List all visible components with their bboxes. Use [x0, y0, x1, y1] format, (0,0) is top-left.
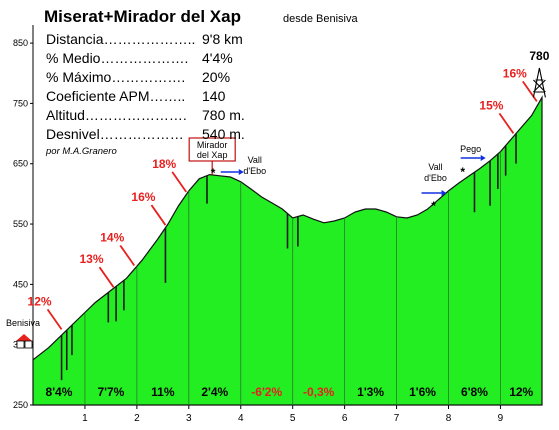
x-tick-label: 6: [342, 413, 348, 424]
segment-gradient-label: 8'4%: [46, 385, 73, 399]
segment-gradient-label: 11%: [151, 385, 175, 399]
segment-gradient-label: 6'8%: [461, 385, 488, 399]
stat-label-altitud: Altitud………………….: [46, 107, 187, 123]
start-place-label: Benisiva: [6, 318, 40, 328]
stats-block: Distancia……………….. 9'8 km % Medio………………. …: [45, 31, 245, 157]
segment-gradient-label: 7'7%: [97, 385, 124, 399]
vall-label-line1: Vall: [248, 155, 262, 165]
arrow-head-icon: [441, 190, 447, 196]
x-tick-label: 1: [82, 413, 88, 424]
max-gradient-label: 12%: [28, 294, 52, 308]
max-gradient-arrow: [150, 204, 167, 226]
stat-label-distancia: Distancia………………..: [46, 31, 195, 47]
segment-gradient-label: 2'4%: [201, 385, 228, 399]
village-roof-icon: [16, 334, 32, 341]
stat-value-altitud: 780 m.: [202, 107, 245, 123]
max-gradient-arrow: [46, 308, 63, 330]
max-gradient-arrow: [171, 171, 187, 193]
arrow-head-icon: [480, 155, 486, 161]
vall-label-line2: d'Ebo: [243, 166, 266, 176]
profile-area-layer: [32, 95, 543, 406]
stat-value-distancia: 9'8 km: [202, 31, 243, 47]
pego-label: Pego: [460, 144, 481, 154]
annotation-layer: 12% 13% 14% 16% 18% 15% 16% Benisiva Miradordel …: [6, 49, 550, 349]
mirador-label-line1: Mirador: [197, 140, 228, 150]
stat-value-desnivel: 540 m.: [202, 126, 245, 142]
summit-tower-icon: [532, 67, 546, 98]
peak-altitude-label: 780: [529, 49, 549, 63]
stat-value-coeficiente: 140: [202, 88, 226, 104]
segment-gradient-label: 1'6%: [409, 385, 436, 399]
y-tick-label: 550: [13, 219, 28, 229]
vall-label-line1: Vall: [428, 162, 442, 172]
author-credit: por M.A.Granero: [45, 146, 117, 157]
segment-gradient-label: 1'3%: [357, 385, 384, 399]
x-tick-label: 9: [498, 413, 504, 424]
max-gradient-label: 14%: [100, 230, 124, 244]
junction-star-icon: *: [211, 166, 216, 180]
profile-area: [32, 95, 543, 406]
y-tick-label: 250: [13, 400, 28, 410]
y-tick-label: 450: [13, 279, 28, 289]
x-tick-label: 4: [238, 413, 244, 424]
y-tick-label: 650: [13, 159, 28, 169]
x-tick-label: 5: [290, 413, 296, 424]
y-axis: 250350450550650750850: [13, 25, 34, 410]
max-gradient-label: 13%: [79, 252, 103, 266]
x-tick-label: 8: [446, 413, 452, 424]
village-house-icon: [16, 340, 25, 349]
max-gradient-arrow: [498, 112, 515, 134]
max-gradient-arrow: [98, 266, 115, 288]
stat-value-maximo: 20%: [202, 69, 230, 85]
segment-gradient-label: -6'2%: [251, 385, 282, 399]
y-tick-label: 750: [13, 98, 28, 108]
segment-gradient-label: -0,3%: [303, 385, 335, 399]
junction-star-icon: *: [431, 199, 436, 213]
segment-gradient-label: 12%: [509, 385, 533, 399]
stat-label-coeficiente: Coeficiente APM……..: [46, 88, 185, 104]
chart-title: Miserat+Mirador del Xap: [44, 7, 241, 26]
stat-label-medio: % Medio……………….: [46, 50, 188, 66]
stat-value-medio: 4'4%: [202, 50, 233, 66]
max-gradient-label: 16%: [503, 66, 527, 80]
max-gradient-arrow: [119, 244, 136, 266]
arrow-head-icon: [238, 169, 244, 175]
junction-star-icon: *: [460, 165, 465, 179]
vall-label-line2: d'Ebo: [424, 173, 447, 183]
x-tick-label: 7: [394, 413, 400, 424]
village-house-icon: [24, 340, 33, 349]
max-gradient-label: 15%: [479, 98, 503, 112]
x-tick-label: 3: [186, 413, 192, 424]
y-tick-label: 850: [13, 38, 28, 48]
stat-label-maximo: % Máximo…………….: [46, 69, 185, 85]
max-gradient-label: 16%: [131, 190, 155, 204]
header: Miserat+Mirador del Xap desde Benisiva D…: [44, 7, 358, 157]
x-axis: 1 2 3 4 5 6 7 8 9: [33, 404, 542, 424]
segment-layer: 8'4% 7'7% 11% 2'4% -6'2% -0,3% 1'3% 1'6% 6'8% 12%: [46, 133, 534, 405]
stat-label-desnivel: Desnivel………………: [46, 126, 184, 142]
mirador-label-line2: del Xap: [197, 150, 228, 160]
max-gradient-label: 18%: [152, 157, 176, 171]
chart-subtitle: desde Benisiva: [283, 13, 358, 25]
max-gradient-arrow: [522, 80, 538, 102]
x-tick-label: 2: [134, 413, 140, 424]
